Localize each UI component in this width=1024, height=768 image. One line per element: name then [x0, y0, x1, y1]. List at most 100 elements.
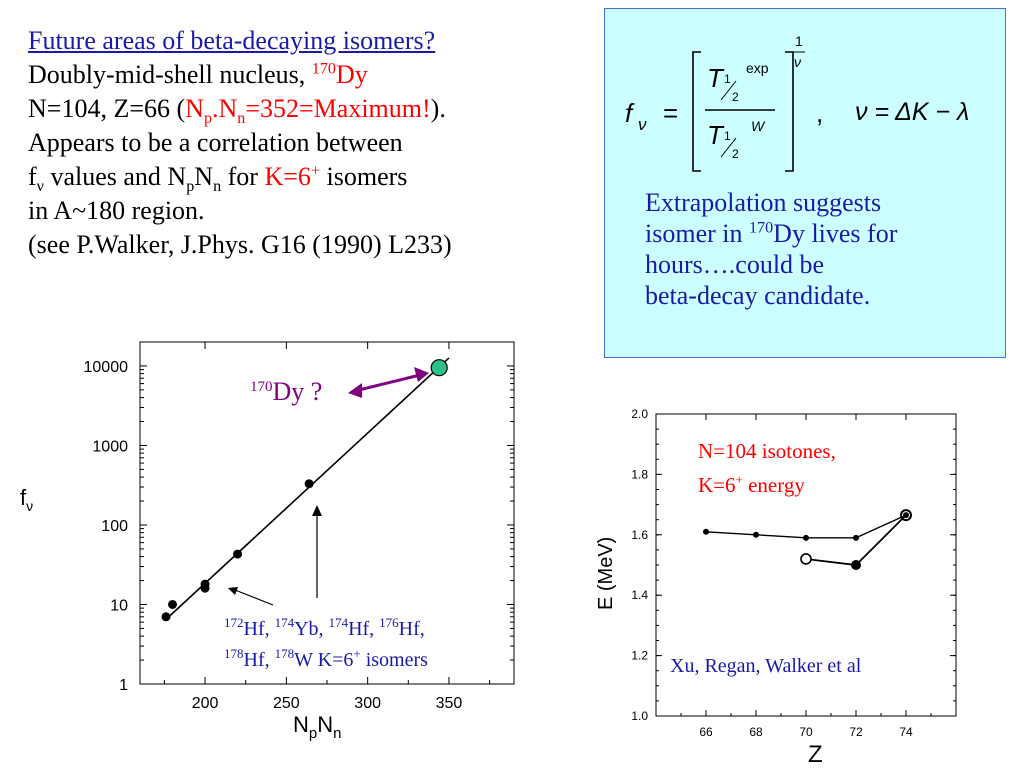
extrap-line-3: hours….could be: [645, 250, 825, 279]
chart2-xlabel: Z: [808, 741, 823, 768]
chart2-ytick-label: 1.2: [631, 649, 648, 663]
formula-nu-def: ν = ΔK − λ: [855, 98, 969, 126]
chart2-credit: Xu, Regan, Walker et al: [670, 655, 862, 677]
chart2-series1-point: [753, 531, 759, 538]
formula-t-num: T: [707, 63, 725, 93]
formula-half-slash-2: [720, 137, 737, 158]
chart1-xtick-label: 200: [192, 695, 219, 712]
intro-text-block: Future areas of beta-decaying isomers? D…: [28, 24, 598, 262]
chart2-ytick-label: 1.6: [631, 528, 648, 542]
chart1-fit-line: [165, 357, 450, 620]
chart1-data-point: [200, 579, 210, 589]
chart2-series1-line: [705, 514, 907, 539]
isotope-suffix: isomers: [361, 649, 428, 671]
chart2-ytick-label: 2.0: [631, 407, 648, 421]
chart2-series: [703, 509, 912, 570]
chart1-isotope-arrows: [228, 505, 322, 606]
chart1-data-point: [168, 599, 178, 609]
chart2-xtick-label: 74: [899, 725, 913, 739]
isotope-mass: 178: [275, 646, 295, 661]
chart1-x-ticks: 200 250 300 350: [163, 342, 491, 712]
chart2-xtick-label: 66: [699, 725, 713, 739]
formula-w: W: [751, 118, 766, 134]
formula-half-num-2: 1: [724, 129, 731, 143]
isotope-element: Hf,: [244, 649, 275, 671]
isotope-element: Hf,: [399, 618, 425, 640]
chart2-ylabel: E (MeV): [595, 537, 617, 610]
formula-half-num-1: 1: [724, 72, 731, 86]
chart1-isotope-line-1: 172Hf, 174Yb, 174Hf, 176Hf,: [224, 615, 425, 640]
intro-line-values: fν values and NpNn for K=6+ isomers: [28, 162, 408, 196]
chart2-legend-line-2: K=6+ energy: [698, 472, 805, 497]
chart2-series1-point: [703, 528, 709, 535]
chart1-points: [161, 359, 448, 622]
chart2-series1-point: [853, 534, 859, 541]
chart1-data-point: [304, 479, 314, 489]
formula-power-num: 1: [795, 33, 803, 49]
formula-left-bracket: [692, 51, 701, 172]
formula-half-slash-1: [720, 80, 737, 101]
chart1-dy-prediction-point: [430, 359, 448, 377]
chart2-series2-point-open: [800, 553, 812, 565]
chart1-ytick-label: 1000: [92, 438, 128, 455]
chart2-ytick-label: 1.0: [631, 709, 648, 723]
formula-svg: f ν = T 1 2 exp T 1 2 W 1 ν ,: [625, 33, 969, 172]
chart2-xtick-label: 68: [749, 725, 763, 739]
slide-title: Future areas of beta-decaying isomers?: [28, 26, 436, 55]
chart2-series2-point-open: [900, 509, 912, 522]
chart1-dy-arrow: [348, 367, 429, 398]
isotope-mass: 174: [329, 615, 349, 630]
formula-right-bracket: [785, 51, 794, 172]
chart1-data-point: [233, 549, 243, 559]
isotope-element: Hf,: [244, 618, 275, 640]
isotope-element: Hf,: [348, 618, 379, 640]
formula-box: f ν = T 1 2 exp T 1 2 W 1 ν ,: [604, 8, 1006, 358]
extrap-line-2: isomer in 170Dy lives for: [645, 219, 898, 248]
formula-f-sub: ν: [638, 115, 647, 134]
isotope-k-plus: +: [353, 646, 360, 661]
formula-equals: =: [663, 98, 678, 128]
formula-half-den-2: 2: [732, 147, 739, 161]
chart1-isotope-line-2: 178Hf, 178W K=6+ isomers: [224, 646, 428, 671]
isotope-element: W K=6: [294, 649, 353, 671]
formula-half-den-1: 2: [732, 90, 739, 104]
chart1-xtick-label: 300: [354, 695, 381, 712]
chart2-x-ticks: 66 68 70 72 74: [680, 414, 932, 739]
extrap-line-4: beta-decay candidate.: [645, 281, 871, 310]
chart1-xlabel: NpNn: [293, 712, 341, 742]
formula-t-den: T: [707, 120, 725, 150]
chart2-xtick-label: 70: [799, 725, 813, 739]
extrapolation-note: Extrapolation suggests isomer in 170Dy l…: [645, 187, 995, 311]
chart2-series2-point: [851, 560, 861, 570]
chart2-ytick-label: 1.8: [631, 467, 648, 481]
chart1-xtick-label: 350: [436, 695, 463, 712]
formula-exp: exp: [746, 60, 769, 76]
isotope-mass: 176: [379, 615, 399, 630]
chart1-data-point: [161, 612, 171, 622]
chart2-y-ticks: 2.0 1.8 1.6 1.4 1.2 1.0: [631, 407, 956, 723]
chart1-y-ticks: 10000 1000 100 10 1: [84, 359, 514, 694]
isotope-element: Yb,: [294, 618, 328, 640]
isotope-mass: 172: [224, 615, 244, 630]
formula-f: f: [625, 98, 635, 128]
chart1-ytick-label: 10: [110, 597, 128, 614]
isotope-mass: 178: [224, 646, 244, 661]
chart2-series1-point: [803, 534, 809, 541]
isotope-mass: 174: [275, 615, 295, 630]
chart2-ytick-label: 1.4: [631, 588, 648, 602]
formula-comma: ,: [816, 98, 823, 128]
intro-line-nucleus: Doubly-mid-shell nucleus, 170Dy: [28, 60, 368, 89]
chart1-ytick-label: 1: [119, 677, 128, 694]
formula-power-den: ν: [794, 54, 801, 70]
intro-line-correlation: Appears to be a correlation between: [28, 128, 403, 157]
extrap-line-1: Extrapolation suggests: [645, 188, 882, 217]
chart1-ytick-label: 100: [101, 518, 128, 535]
chart2-xtick-label: 72: [849, 725, 863, 739]
chart1-xtick-label: 250: [273, 695, 300, 712]
intro-line-reference: (see P.Walker, J.Phys. G16 (1990) L233): [28, 230, 452, 259]
fnu-vs-npnn-chart: 10000 1000 100 10 1 200 250 300 350 fν NpNn 170…: [20, 341, 515, 742]
intro-line-nz: N=104, Z=66 (Np.Nn=352=Maximum!).: [28, 94, 446, 128]
intro-line-region: in A~180 region.: [28, 196, 205, 225]
chart2-legend-line-1: N=104 isotones,: [698, 439, 836, 463]
chart1-dy-annotation: 170Dy ?: [250, 377, 322, 406]
